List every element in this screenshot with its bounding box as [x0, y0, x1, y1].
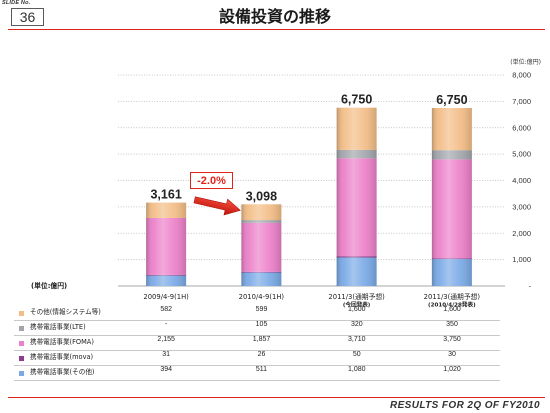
table-cell: 30: [448, 350, 456, 358]
table-cell: 320: [350, 320, 363, 328]
x-category-label: 2011/3(通期予想): [328, 292, 385, 301]
y-tick-label: 7,000: [512, 97, 531, 106]
table-row: その他(情報システム等) 582 599 1,600 1,600: [14, 306, 500, 321]
slide-number-box: 36: [11, 8, 44, 26]
table-cell: 350: [446, 320, 458, 328]
bar-stack: 3,161: [146, 188, 187, 286]
bar-stack: 3,098: [241, 189, 282, 286]
table-row: 携帯電話事業(LTE) - 105 320 350: [14, 321, 500, 336]
x-category-label: 2010/4-9(1H): [239, 293, 285, 301]
table-row-label: 携帯電話事業(LTE): [30, 322, 86, 331]
table-unit-label: (単位:億円): [31, 282, 68, 290]
bar-stack: 6,750: [431, 93, 472, 286]
change-annotation: -2.0%: [190, 172, 241, 216]
table-cell: 1,857: [252, 335, 271, 343]
table-cell: 394: [160, 365, 173, 373]
y-tick-label: 2,000: [512, 229, 531, 238]
y-tick-label: 6,000: [512, 123, 531, 132]
x-category-note: (2010/4/28発表): [428, 301, 476, 309]
right-arrow-icon: [193, 196, 241, 216]
table-row: 携帯電話事業(その他) 394 511 1,080 1,020: [14, 366, 500, 381]
series-color-marker: [19, 370, 24, 376]
table-row: 携帯電話事業(mova) 31 26 50 30: [14, 351, 500, 366]
y-tick-label: 3,000: [512, 202, 531, 211]
bar-shading: [336, 107, 377, 286]
table-cell: -: [165, 320, 168, 328]
footer-divider: [8, 397, 545, 398]
table-cell: 1,080: [348, 365, 366, 373]
x-axis: 2009/4-9(1H) 2010/4-9(1H) 2011/3(通期予想)(今回発…: [143, 292, 480, 309]
y-tick-label: 1,000: [512, 255, 531, 264]
y-axis: - 1,000 2,000 3,000 4,000 5,000 6,000 7,000 8,00…: [512, 71, 531, 291]
chart-plot: - 1,000 2,000 3,000 4,000 5,000 6,000 7,000 8,00…: [118, 71, 532, 309]
y-tick-label: 4,000: [512, 176, 531, 185]
x-category-label: 2009/4-9(1H): [143, 293, 189, 301]
bar-total-label: 6,750: [436, 93, 467, 107]
table-cell: 582: [160, 305, 173, 313]
table-cell: 511: [255, 365, 268, 373]
bar-stack: 6,750: [336, 93, 377, 286]
table-cell: 31: [162, 350, 171, 358]
table-cell: 1,600: [348, 305, 366, 313]
table-cell: 50: [352, 350, 361, 358]
table-cell: 2,155: [157, 335, 175, 343]
table-cell: 26: [257, 350, 266, 358]
change-badge: [190, 172, 233, 189]
bar-stacks: 3,161 3,098 6,750 6,750: [146, 93, 472, 286]
footer-caption: RESULTS FOR 2Q OF FY2010: [389, 400, 540, 411]
bar-total-label: 3,161: [150, 188, 181, 202]
table-cell: 599: [255, 305, 268, 313]
change-percent-label: -2.0%: [197, 175, 226, 187]
series-color-marker: [19, 325, 24, 331]
bar-shading: [431, 107, 472, 286]
series-color-marker: [19, 310, 24, 316]
table-cell: 3,750: [443, 335, 461, 343]
slide-number-caption: SLIDE No.: [2, 0, 31, 6]
y-tick-label: -: [529, 282, 532, 291]
capex-chart: (単位:億円) - 1,000 2,000 3,000 4,000 5,000 6,000 7…: [118, 58, 541, 309]
bar-shading: [146, 202, 187, 286]
y-tick-label: 5,000: [512, 150, 531, 159]
bar-total-label: 3,098: [246, 189, 277, 203]
y-tick-label: 8,000: [512, 71, 531, 80]
y-axis-unit-label: (単位:億円): [510, 58, 541, 66]
table-row-label: 携帯電話事業(FOMA): [30, 337, 94, 346]
bar-total-label: 6,750: [341, 93, 372, 107]
bar-shading: [241, 204, 282, 286]
table-cell: 1,020: [443, 365, 461, 373]
table-cell: 3,710: [348, 335, 366, 343]
page-title: 設備投資の推移: [218, 7, 331, 26]
table-row-label: 携帯電話事業(mova): [30, 352, 94, 361]
x-category-note: (今回発表): [343, 301, 371, 309]
header-divider: [8, 29, 545, 30]
table-row: 携帯電話事業(FOMA) 2,155 1,857 3,710 3,750: [14, 336, 500, 351]
series-color-marker: [19, 355, 24, 361]
table-cell: 105: [255, 320, 268, 328]
series-color-marker: [19, 340, 24, 346]
table-row-label: その他(情報システム等): [30, 307, 101, 316]
x-category-label: 2011/3(通期予想): [424, 292, 481, 301]
table-row-label: 携帯電話事業(その他): [30, 367, 95, 376]
table-cell: 1,600: [443, 305, 461, 313]
